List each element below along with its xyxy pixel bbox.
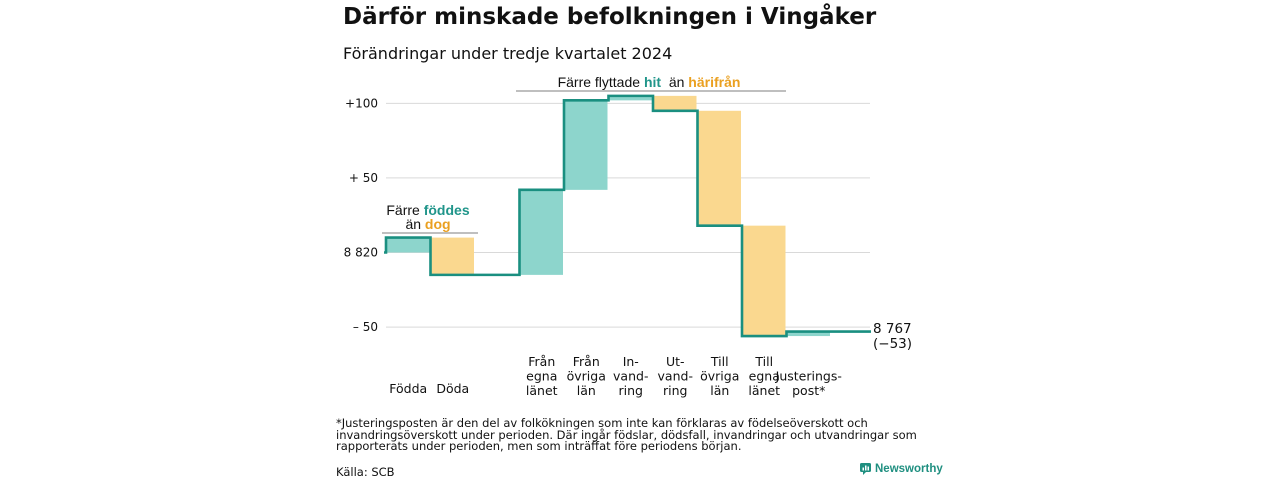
brand-name: Newsworthy: [875, 463, 943, 475]
category-label-7-1: övriga: [700, 369, 739, 384]
bar-till-övriga-län: [698, 110, 741, 226]
category-label-5-0: In-: [623, 354, 639, 369]
category-labels: Födda DödaFrånegnalänetFrånövrigalänIn-va…: [389, 354, 842, 398]
end-value-label: 8 767: [873, 321, 912, 337]
y-tick-label-2: 8 820: [344, 246, 378, 260]
cumulative-step-line: [384, 94, 871, 338]
category-label-4-1: övriga: [567, 369, 606, 384]
annotation-births-line2: än dog: [405, 216, 450, 232]
annotation-moves-text: Färre flyttade hit än härifrån: [558, 74, 741, 90]
source-label: Källa: SCB: [336, 465, 395, 479]
y-tick-label-0: +100: [345, 96, 378, 110]
category-label-8-2: länet: [748, 383, 780, 398]
category-label-3-0: Från: [528, 354, 555, 369]
brand-logo: Newsworthy: [860, 463, 943, 475]
category-label-4-0: Från: [573, 354, 600, 369]
bar-döda: [431, 237, 474, 275]
footnote: *Justeringsposten är den del av folkökni…: [336, 416, 917, 453]
bar-födda: [387, 237, 430, 253]
category-label-0-0: Födda: [389, 381, 427, 396]
category-label-5-2: ring: [619, 383, 643, 398]
category-label-6-2: ring: [663, 383, 687, 398]
bars: [387, 95, 830, 337]
chart-subtitle: Förändringar under tredje kvartalet 2024: [343, 44, 673, 63]
category-label-9-1: post*: [792, 383, 825, 398]
y-tick-label-3: – 50: [353, 320, 378, 334]
category-label-8-1: egna: [749, 369, 780, 384]
bar-från-egna-länet: [520, 189, 563, 275]
newsworthy-logo-icon: [860, 463, 871, 475]
annotation-moves: Färre flyttade hit än härifrån: [516, 74, 786, 92]
annotation-births-line1: Färre föddes: [386, 202, 469, 218]
bar-invandring: [609, 95, 652, 101]
bar-utvandring: [654, 95, 697, 111]
category-label-3-1: egna: [526, 369, 557, 384]
category-label-6-0: Ut-: [666, 354, 685, 369]
category-label-4-2: län: [577, 383, 596, 398]
y-tick-label-1: + 50: [349, 171, 378, 185]
bar-från-övriga-län: [565, 100, 608, 190]
category-label-6-1: vand-: [658, 369, 693, 384]
end-change-label: (−53): [873, 336, 912, 352]
bar-justeringspost-: [787, 331, 830, 337]
category-label-8-0: Till: [754, 354, 773, 369]
cumulative-line: [384, 94, 871, 338]
category-label-9-0: Justerings-: [775, 369, 842, 384]
annotation-births: Färre föddes än dog: [382, 202, 478, 234]
chart-title: Därför minskade befolkningen i Vingåker: [343, 4, 877, 30]
bar-till-egna-länet: [743, 225, 786, 337]
category-label-7-0: Till: [710, 354, 729, 369]
category-label-5-1: vand-: [613, 369, 648, 384]
category-label-1-0: Döda: [436, 381, 469, 396]
category-label-7-2: län: [710, 383, 729, 398]
y-axis-ticks: +100 + 50 8 820 – 50: [344, 96, 378, 334]
category-label-3-2: länet: [526, 383, 558, 398]
